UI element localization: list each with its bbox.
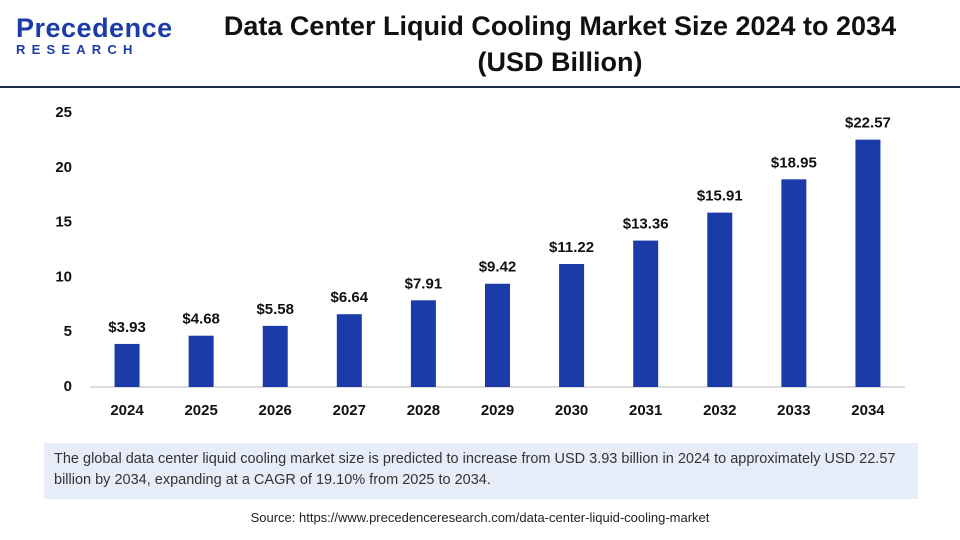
x-tick-label: 2028 (407, 402, 440, 419)
chart-title: Data Center Liquid Cooling Market Size 2… (223, 11, 897, 77)
x-tick-label: 2024 (110, 402, 144, 419)
bar (262, 325, 288, 387)
y-tick-label: 15 (55, 214, 72, 231)
bar (114, 343, 140, 387)
value-label: $13.36 (623, 216, 669, 233)
value-label: $9.42 (479, 259, 517, 276)
value-label: $18.95 (771, 154, 817, 171)
bar (781, 179, 807, 387)
y-tick-label: 20 (55, 159, 72, 176)
value-label: $22.57 (845, 115, 891, 132)
chart: 05101520252024$3.932025$4.682026$5.58202… (55, 104, 905, 419)
value-label: $5.58 (256, 301, 294, 318)
x-tick-label: 2034 (851, 402, 885, 419)
logo: Precedence RESEARCH (16, 13, 173, 58)
bar (188, 335, 214, 387)
x-tick-label: 2029 (481, 402, 514, 419)
value-label: $7.91 (405, 275, 443, 292)
x-tick-label: 2031 (629, 402, 662, 419)
value-label: $3.93 (108, 319, 146, 336)
y-tick-label: 10 (55, 268, 72, 285)
x-tick-label: 2030 (555, 402, 588, 419)
x-tick-label: 2027 (333, 402, 366, 419)
bar (336, 314, 362, 387)
source: Source: https://www.precedenceresearch.c… (250, 510, 710, 525)
x-tick-label: 2025 (184, 402, 217, 419)
bar (707, 212, 733, 387)
x-tick-label: 2026 (259, 402, 292, 419)
value-label: $6.64 (331, 289, 369, 306)
bar (559, 264, 585, 387)
value-label: $4.68 (182, 311, 220, 328)
x-tick-label: 2032 (703, 402, 736, 419)
header: Precedence RESEARCH Data Center Liquid C… (0, 0, 960, 88)
bar (633, 240, 659, 387)
logo-tagline: RESEARCH (16, 42, 139, 57)
y-tick-label: 25 (55, 104, 72, 121)
logo-name: Precedence (16, 13, 173, 43)
value-label: $11.22 (549, 239, 594, 256)
y-tick-label: 5 (64, 323, 72, 340)
description: The global data center liquid cooling ma… (44, 443, 918, 499)
bar (485, 283, 510, 387)
x-tick-label: 2033 (777, 402, 810, 419)
bar (410, 300, 436, 387)
y-tick-label: 0 (64, 378, 72, 395)
bar (855, 139, 881, 387)
value-label: $15.91 (697, 188, 743, 205)
